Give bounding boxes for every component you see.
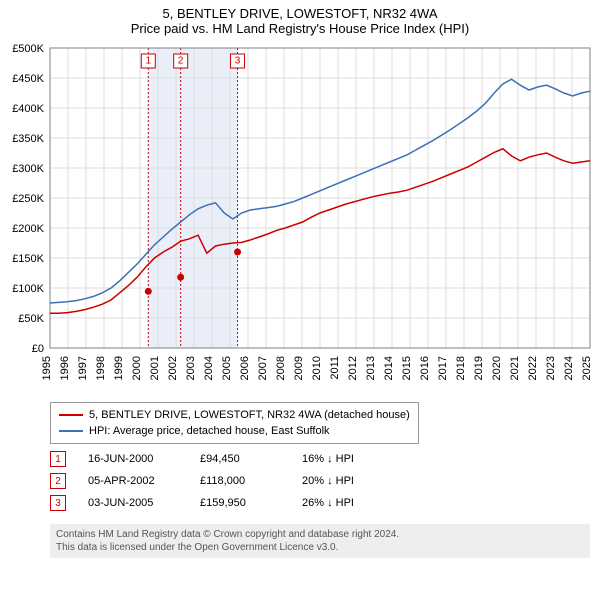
svg-text:£400K: £400K [12,103,44,115]
below-chart: 5, BENTLEY DRIVE, LOWESTOFT, NR32 4WA (d… [0,398,600,520]
svg-text:2024: 2024 [563,356,575,380]
svg-text:2009: 2009 [293,356,305,380]
svg-text:2007: 2007 [257,356,269,380]
title-line1: 5, BENTLEY DRIVE, LOWESTOFT, NR32 4WA [0,6,600,21]
svg-text:2016: 2016 [419,356,431,380]
svg-text:2004: 2004 [203,356,215,380]
svg-text:2012: 2012 [347,356,359,380]
svg-text:£0: £0 [32,343,44,355]
sale-diff: 20% ↓ HPI [302,475,392,487]
title-line2: Price paid vs. HM Land Registry's House … [0,21,600,36]
svg-text:1: 1 [145,56,151,67]
svg-text:1995: 1995 [41,356,53,380]
svg-text:1997: 1997 [77,356,89,380]
svg-text:2014: 2014 [383,356,395,380]
svg-text:£500K: £500K [12,43,44,55]
sale-date: 16-JUN-2000 [88,453,178,465]
svg-text:£250K: £250K [12,193,44,205]
svg-text:2001: 2001 [149,356,161,380]
svg-text:2008: 2008 [275,356,287,380]
svg-text:1999: 1999 [113,356,125,380]
legend-swatch-price [59,414,83,416]
sales-list: 1 16-JUN-2000 £94,450 16% ↓ HPI 2 05-APR-2002… [50,448,590,514]
footer-line2: This data is licensed under the Open Gov… [56,541,584,554]
svg-text:3: 3 [235,56,241,67]
sale-price: £94,450 [200,453,280,465]
chart-container: 5, BENTLEY DRIVE, LOWESTOFT, NR32 4WA Pr… [0,0,600,558]
svg-text:2025: 2025 [581,356,593,380]
svg-text:2: 2 [178,56,184,67]
sale-marker: 1 [50,451,66,467]
svg-text:2000: 2000 [131,356,143,380]
sale-row: 2 05-APR-2002 £118,000 20% ↓ HPI [50,470,590,492]
svg-text:2019: 2019 [473,356,485,380]
svg-text:£50K: £50K [18,313,44,325]
svg-text:1996: 1996 [59,356,71,380]
svg-text:2021: 2021 [509,356,521,380]
svg-text:2011: 2011 [329,356,341,380]
legend-label-hpi: HPI: Average price, detached house, East… [89,423,330,439]
sale-row: 1 16-JUN-2000 £94,450 16% ↓ HPI [50,448,590,470]
svg-text:1998: 1998 [95,356,107,380]
chart-svg: 1 2 3 £0 £50K £100K £150K £200K £250K £300K £350K £… [0,38,600,398]
sale-diff: 16% ↓ HPI [302,453,392,465]
svg-text:£350K: £350K [12,133,44,145]
svg-text:2010: 2010 [311,356,323,380]
svg-text:£300K: £300K [12,163,44,175]
sale-marker: 3 [50,495,66,511]
svg-text:2013: 2013 [365,356,377,380]
legend-row-hpi: HPI: Average price, detached house, East… [59,423,410,439]
svg-text:2017: 2017 [437,356,449,380]
titles: 5, BENTLEY DRIVE, LOWESTOFT, NR32 4WA Pr… [0,0,600,38]
legend-row-price: 5, BENTLEY DRIVE, LOWESTOFT, NR32 4WA (d… [59,407,410,423]
svg-text:2023: 2023 [545,356,557,380]
sale-marker: 2 [50,473,66,489]
svg-text:2022: 2022 [527,356,539,380]
sale-date: 03-JUN-2005 [88,497,178,509]
svg-text:2006: 2006 [239,356,251,380]
svg-text:2003: 2003 [185,356,197,380]
footer-line1: Contains HM Land Registry data © Crown c… [56,528,584,541]
svg-text:2018: 2018 [455,356,467,380]
legend-label-price: 5, BENTLEY DRIVE, LOWESTOFT, NR32 4WA (d… [89,407,410,423]
svg-text:2020: 2020 [491,356,503,380]
svg-text:2005: 2005 [221,356,233,380]
svg-text:2015: 2015 [401,356,413,380]
svg-text:£150K: £150K [12,253,44,265]
chart: 1 2 3 £0 £50K £100K £150K £200K £250K £300K £350K £… [0,38,600,398]
footer: Contains HM Land Registry data © Crown c… [50,524,590,558]
legend: 5, BENTLEY DRIVE, LOWESTOFT, NR32 4WA (d… [50,402,419,444]
svg-text:2002: 2002 [167,356,179,380]
svg-text:£200K: £200K [12,223,44,235]
sale-row: 3 03-JUN-2005 £159,950 26% ↓ HPI [50,492,590,514]
legend-swatch-hpi [59,430,83,432]
sale-diff: 26% ↓ HPI [302,497,392,509]
svg-text:£100K: £100K [12,283,44,295]
sale-price: £118,000 [200,475,280,487]
sale-date: 05-APR-2002 [88,475,178,487]
sale-price: £159,950 [200,497,280,509]
svg-text:£450K: £450K [12,73,44,85]
